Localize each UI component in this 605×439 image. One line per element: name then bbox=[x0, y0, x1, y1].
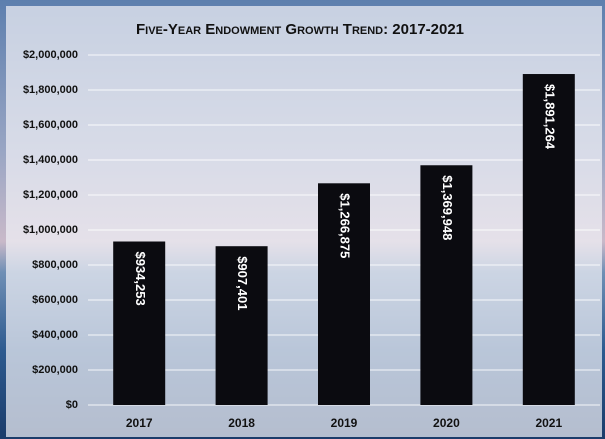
value-label: $1,891,264 bbox=[542, 84, 557, 150]
y-tick-label: $1,800,000 bbox=[23, 84, 78, 96]
x-tick-label: 2017 bbox=[126, 416, 153, 430]
bar bbox=[113, 241, 166, 405]
y-tick-label: $1,400,000 bbox=[23, 154, 78, 166]
x-tick-label: 2020 bbox=[433, 416, 460, 430]
value-label: $934,253 bbox=[133, 252, 148, 306]
y-tick-label: $800,000 bbox=[32, 259, 78, 271]
bar bbox=[215, 246, 268, 405]
value-label: $1,266,875 bbox=[338, 193, 353, 258]
x-tick-label: 2021 bbox=[535, 416, 562, 430]
value-label: $907,401 bbox=[235, 256, 250, 310]
value-label: $1,369,948 bbox=[440, 175, 455, 240]
y-tick-label: $600,000 bbox=[32, 294, 78, 306]
bar bbox=[420, 165, 473, 405]
chart-title: Five-Year Endowment Growth Trend: 2017-2… bbox=[136, 21, 464, 38]
y-tick-label: $1,600,000 bbox=[23, 119, 78, 131]
y-tick-label: $0 bbox=[66, 399, 78, 411]
y-tick-label: $200,000 bbox=[32, 364, 78, 376]
y-tick-label: $400,000 bbox=[32, 329, 78, 341]
x-tick-label: 2018 bbox=[228, 416, 255, 430]
y-tick-label: $1,000,000 bbox=[23, 224, 78, 236]
x-tick-label: 2019 bbox=[331, 416, 358, 430]
bar bbox=[522, 74, 575, 405]
y-tick-label: $2,000,000 bbox=[23, 49, 78, 61]
plot-panel bbox=[6, 6, 602, 437]
y-tick-label: $1,200,000 bbox=[23, 189, 78, 201]
bar bbox=[318, 183, 370, 405]
